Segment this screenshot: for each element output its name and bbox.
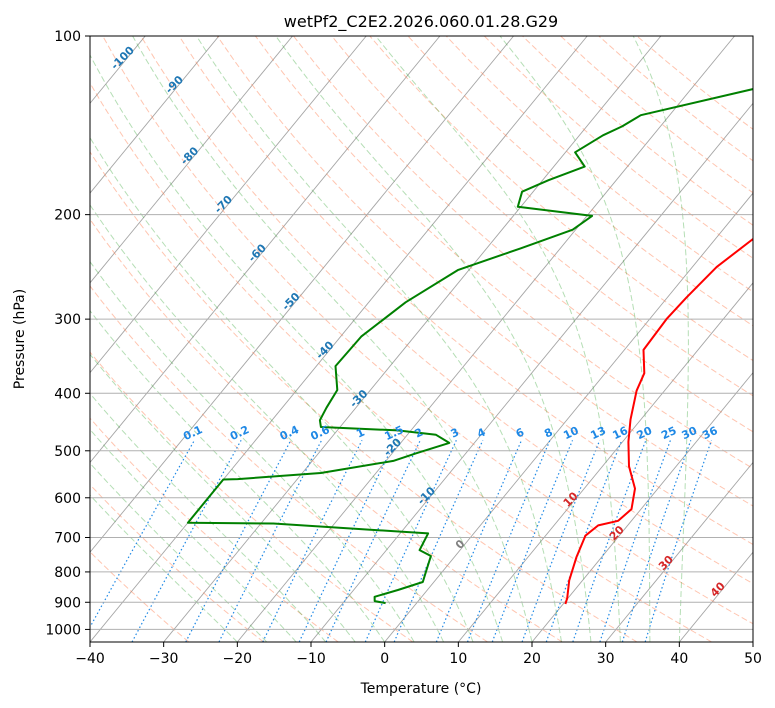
y-tick-label: 700 — [54, 531, 81, 547]
mixing-ratio-line — [545, 440, 623, 642]
x-tick-label: 30 — [597, 651, 615, 667]
isotherm-line — [90, 36, 220, 194]
y-tick-label: 900 — [54, 595, 81, 611]
isotherm-line — [457, 282, 753, 642]
x-tick-label: 20 — [523, 651, 541, 667]
isotherm-line — [90, 36, 514, 553]
dry-adiabat — [90, 218, 563, 642]
plot-frame — [89, 35, 754, 643]
isotherm-line — [0, 36, 72, 642]
background-lines — [0, 36, 753, 642]
x-tick-label: −10 — [296, 651, 326, 667]
isotherm-line — [163, 36, 662, 642]
isotherm-line — [90, 36, 441, 464]
x-axis: −40 −30 −20 −10 0 10 20 30 40 50 — [75, 642, 762, 667]
x-tick-label: 10 — [449, 651, 467, 667]
x-tick-label: −30 — [149, 651, 179, 667]
mixing-ratio-label: 10 — [561, 424, 581, 442]
isotherm-line — [384, 192, 753, 642]
mixing-ratio-label: 20 — [635, 424, 655, 442]
dry-adiabat — [407, 36, 753, 327]
dewpoint-profile — [186, 88, 753, 605]
isotherm-line — [605, 461, 753, 642]
moist-adiabat — [196, 36, 562, 642]
mixing-ratio-line — [364, 440, 457, 642]
profiles — [186, 88, 753, 605]
isotherm-line — [310, 102, 753, 642]
mixing-ratio-line — [572, 440, 647, 642]
dry-adiabat — [216, 36, 753, 507]
y-tick-label: 1000 — [45, 622, 81, 638]
y-tick-label: 800 — [54, 565, 81, 581]
dry-adiabat — [369, 36, 753, 362]
moist-adiabat — [90, 392, 327, 642]
y-axis-title: Pressure (hPa) — [12, 289, 28, 389]
isotherm-line — [90, 36, 588, 642]
dry-adiabat — [90, 285, 488, 642]
mixing-ratio-line — [599, 440, 671, 642]
mixing-ratio-line — [435, 440, 523, 642]
moist-adiabat — [90, 462, 268, 642]
y-tick-label: 200 — [54, 208, 81, 224]
mixing-ratio-label: 36 — [700, 424, 720, 442]
mixing-ratio-line — [262, 440, 363, 642]
isotherm-line — [90, 36, 367, 374]
x-tick-label: −40 — [75, 651, 105, 667]
mixing-ratio-label: 16 — [611, 424, 631, 442]
chart-title: wetPf2_C2E2.2026.060.01.28.G29 — [284, 12, 558, 32]
moist-adiabat — [275, 36, 592, 642]
dry-adiabat — [90, 82, 712, 642]
moist-adiabat — [90, 353, 356, 642]
isotherm-line — [90, 36, 293, 284]
mixing-ratio-label: 25 — [659, 424, 678, 442]
moist-adiabat — [90, 428, 297, 642]
dry-adiabat — [140, 36, 753, 585]
moist-adiabat — [632, 36, 689, 642]
x-tick-label: −20 — [223, 651, 253, 667]
dry-adiabat — [90, 351, 414, 642]
moist-adiabat — [90, 260, 415, 642]
mixing-ratio-line — [90, 440, 195, 629]
x-tick-label: 50 — [744, 651, 762, 667]
dry-adiabat — [90, 484, 264, 642]
y-tick-label: 400 — [54, 386, 81, 402]
moist-adiabat — [499, 36, 651, 642]
isotherm-line — [752, 641, 753, 642]
pressure-grid — [90, 36, 753, 630]
temperature-profile — [564, 237, 753, 605]
moist-adiabat — [90, 54, 503, 642]
y-tick-label: 300 — [54, 312, 81, 328]
x-tick-label: 0 — [380, 651, 389, 667]
moist-adiabat — [90, 204, 445, 642]
dry-adiabat — [178, 36, 753, 545]
moist-adiabat — [375, 36, 621, 642]
mixing-ratio-label: 30 — [680, 424, 700, 442]
isotherm-line — [236, 36, 735, 642]
dry-adiabat — [90, 150, 638, 642]
dry-adiabat — [90, 551, 190, 642]
moist-adiabat — [90, 136, 474, 642]
y-tick-label: 600 — [54, 491, 81, 507]
moist-adiabat — [132, 36, 533, 642]
x-axis-title: Temperature (°C) — [360, 681, 482, 697]
plot-area-background — [90, 36, 753, 642]
dry-adiabat — [102, 36, 753, 625]
mixing-ratio-label: 13 — [589, 424, 608, 442]
dry-adiabat — [293, 36, 753, 433]
isotherm-line — [531, 371, 753, 642]
y-axis: 100 200 300 400 500 600 700 800 900 1000 — [45, 29, 90, 638]
mixing-ratio-line — [131, 440, 242, 642]
x-tick-label: 40 — [670, 651, 688, 667]
y-tick-label: 500 — [54, 444, 81, 460]
y-tick-label: 100 — [54, 29, 81, 45]
